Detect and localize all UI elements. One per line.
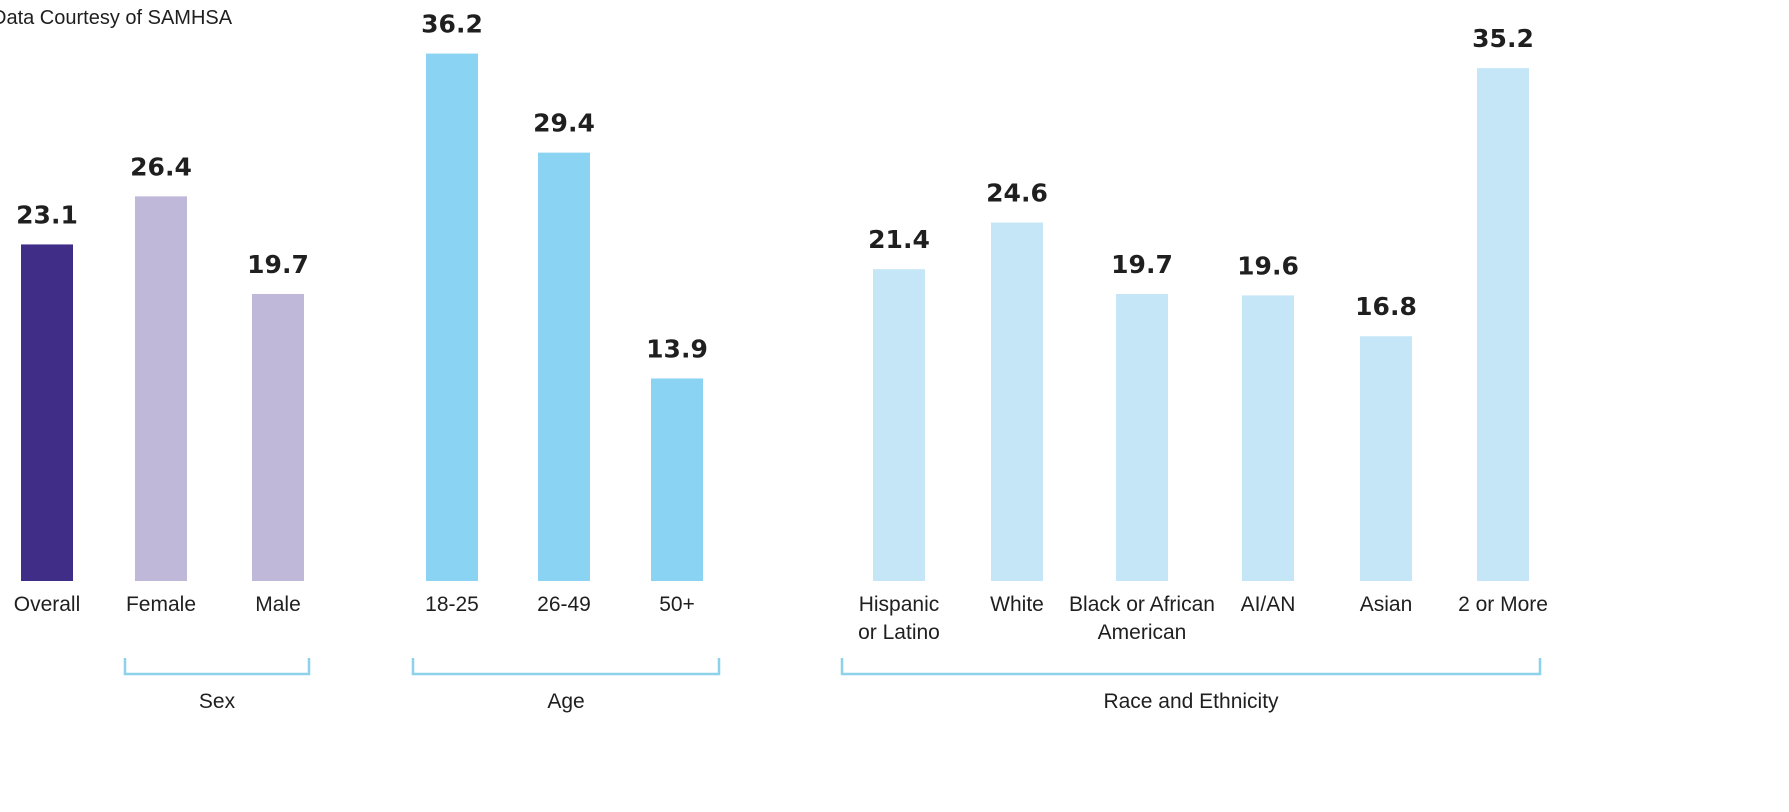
bar-overall <box>21 244 73 582</box>
category-label-black-or-african-american: Black or African American <box>1069 593 1215 644</box>
value-label-ai-an: 19.6 <box>1237 251 1299 280</box>
value-label-50: 13.9 <box>646 334 708 363</box>
bar-asian <box>1360 336 1412 581</box>
value-label-hispanic-or-latino: 21.4 <box>868 225 930 254</box>
value-label-18-25: 36.2 <box>421 10 483 39</box>
bar-female <box>135 196 187 582</box>
value-label-female: 26.4 <box>130 152 192 181</box>
bar-hispanic-or-latino <box>873 269 925 581</box>
category-label-asian: Asian <box>1360 593 1413 616</box>
value-label-male: 19.7 <box>247 250 309 279</box>
category-label-2-or-more: 2 or More <box>1458 593 1548 616</box>
value-label-26-49: 29.4 <box>533 109 595 138</box>
category-label-hispanic-or-latino: Hispanic or Latino <box>858 593 940 644</box>
bar-2-or-more <box>1477 68 1529 582</box>
bracket-age <box>411 658 721 676</box>
category-label-26-49: 26-49 <box>537 593 591 616</box>
group-label-age: Age <box>547 690 584 713</box>
value-label-overall: 23.1 <box>16 200 78 229</box>
category-label-overall: Overall <box>14 593 81 616</box>
bar-26-49 <box>538 152 590 581</box>
value-label-black-or-african-american: 19.7 <box>1111 250 1173 279</box>
bar-18-25 <box>426 53 478 582</box>
bar-male <box>252 293 304 581</box>
category-label-50: 50+ <box>659 593 695 616</box>
value-label-white: 24.6 <box>986 179 1048 208</box>
category-label-white: White <box>990 593 1044 616</box>
bracket-sex <box>123 658 311 676</box>
group-brackets-layer: Sex Age Race and Ethnicity <box>123 658 1542 713</box>
bar-black-or-african-american <box>1116 293 1168 581</box>
category-label-18-25: 18-25 <box>425 593 479 616</box>
source-note: Data Courtesy of SAMHSA <box>0 7 233 29</box>
value-label-2-or-more: 35.2 <box>1472 24 1534 53</box>
bars-layer: 23.1 Overall 26.4 Female 19.7 Male 36.2 18-25 29… <box>14 10 1548 644</box>
category-label-male: Male <box>255 593 301 616</box>
bar-white <box>991 222 1043 581</box>
bracket-race-and-ethnicity <box>840 658 1542 676</box>
category-label-female: Female <box>126 593 196 616</box>
group-label-sex: Sex <box>199 690 236 713</box>
value-label-asian: 16.8 <box>1355 292 1417 321</box>
bar-ai-an <box>1242 295 1294 581</box>
group-label-race-and-ethnicity: Race and Ethnicity <box>1103 690 1279 713</box>
category-label-ai-an: AI/AN <box>1241 593 1296 616</box>
bar-50 <box>651 378 703 581</box>
